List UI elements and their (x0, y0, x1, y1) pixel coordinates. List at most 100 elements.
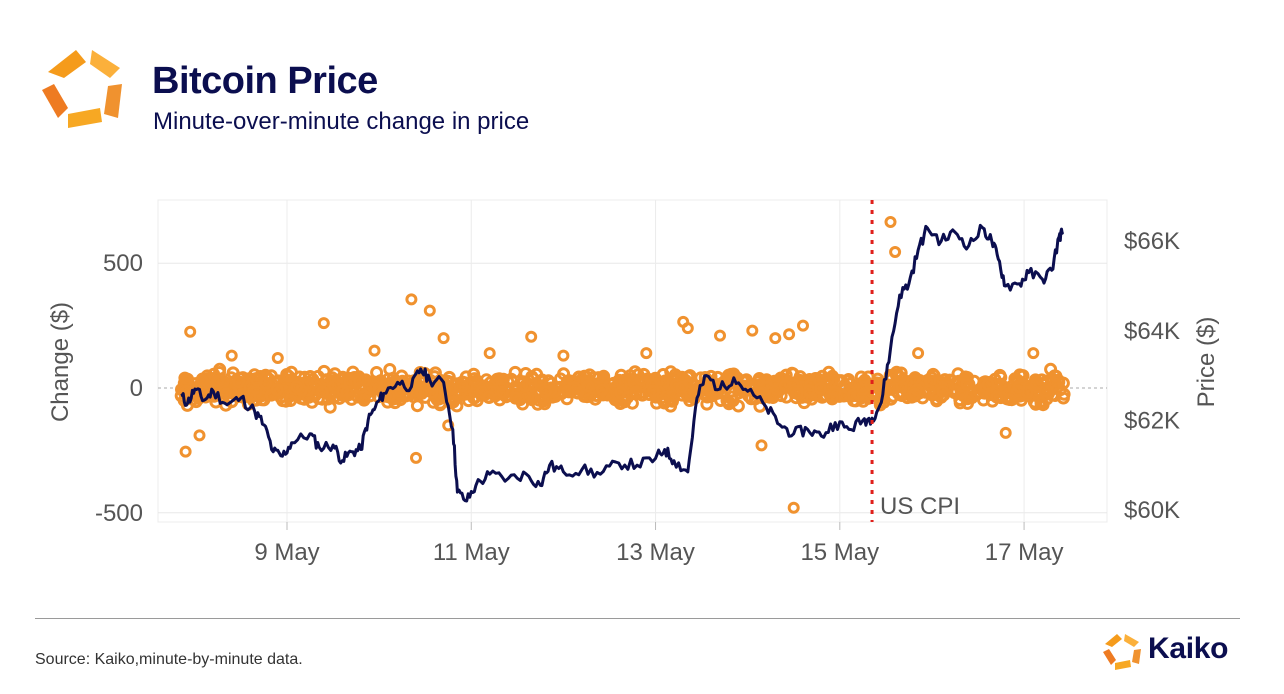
change-point (368, 344, 381, 357)
left-tick-label: -500 (95, 500, 143, 527)
change-point (184, 325, 197, 338)
change-point (442, 370, 456, 384)
change-point (981, 377, 995, 391)
change-point (557, 349, 570, 362)
change-point (746, 324, 759, 337)
change-point (219, 387, 233, 401)
change-point (290, 380, 304, 394)
change-point (496, 385, 510, 399)
change-point (343, 376, 357, 389)
change-point (405, 293, 418, 306)
cpi-annotation: US CPI (870, 200, 960, 522)
change-point (658, 396, 671, 410)
chart-title: Bitcoin Price (152, 60, 378, 102)
change-point (1056, 376, 1070, 390)
change-point (1038, 384, 1052, 398)
change-point (700, 397, 714, 411)
change-point (960, 378, 974, 391)
x-tick-label: 17 May (985, 539, 1064, 566)
y-axis-right-label: Price ($) (1193, 317, 1220, 408)
change-point (410, 451, 422, 464)
change-point (194, 378, 208, 392)
brand-name: Kaiko (1148, 632, 1229, 665)
price-line-series (180, 223, 1065, 503)
change-point (675, 380, 689, 394)
change-point (645, 378, 659, 392)
change-point (317, 317, 330, 330)
change-point (790, 387, 804, 400)
change-point (455, 379, 469, 393)
change-point (233, 381, 247, 395)
change-point (571, 386, 585, 400)
change-point (628, 365, 642, 379)
left-tick-label: 0 (130, 375, 143, 402)
change-point (752, 373, 766, 387)
change-point (1029, 397, 1043, 411)
change-point (554, 372, 567, 386)
change-point (536, 391, 550, 405)
change-point (908, 387, 922, 401)
change-point (560, 392, 574, 406)
change-point (232, 375, 246, 389)
change-point (539, 385, 553, 399)
right-axis-ticks: $66K $64K $62K $60K (1124, 228, 1180, 524)
change-point (1056, 391, 1070, 405)
change-point (595, 383, 609, 397)
change-point (525, 379, 539, 393)
change-point (525, 330, 538, 343)
change-point (828, 385, 842, 399)
right-tick-label: $66K (1124, 228, 1180, 255)
x-tick-label: 11 May (433, 539, 510, 566)
chart-area: US CPI 500 0 -500 $66K $64K $62K $60K 9 May 11… (47, 199, 1220, 566)
change-point (495, 378, 509, 392)
x-axis-ticks: 9 May 11 May 13 May 15 May 17 May (254, 522, 1063, 566)
change-point (629, 385, 643, 399)
change-point (315, 385, 329, 399)
change-point (345, 392, 359, 406)
change-point (181, 372, 195, 386)
change-point (953, 393, 967, 407)
source-note: Source: Kaiko,minute-by-minute data. (35, 651, 303, 668)
change-point (225, 349, 238, 362)
change-point (538, 397, 552, 411)
change-point (428, 366, 442, 380)
change-point (282, 369, 296, 383)
change-point (846, 388, 860, 402)
cpi-label: US CPI (880, 493, 960, 520)
change-point (990, 384, 1003, 398)
change-point (415, 386, 429, 400)
change-point (922, 384, 936, 398)
change-point (596, 388, 610, 402)
chart-subtitle: Minute-over-minute change in price (153, 108, 530, 135)
change-point (211, 374, 225, 388)
change-point (195, 373, 209, 387)
kaiko-logo-icon (42, 50, 122, 128)
change-point (908, 371, 922, 385)
change-point (319, 373, 333, 387)
change-point (681, 378, 695, 392)
x-tick-label: 15 May (800, 539, 879, 566)
change-point (825, 392, 839, 406)
change-point (731, 399, 745, 413)
change-point (936, 385, 950, 398)
change-point (634, 373, 648, 387)
change-point (259, 376, 273, 390)
right-tick-label: $62K (1124, 407, 1180, 434)
change-point (482, 390, 496, 404)
change-point (652, 385, 666, 398)
plot-frame (157, 199, 1108, 523)
left-axis-ticks: 500 0 -500 (95, 250, 143, 527)
footer-divider (35, 618, 1240, 619)
change-point (889, 246, 902, 258)
x-tick-label: 13 May (616, 539, 695, 566)
change-point (1029, 377, 1043, 391)
change-point (383, 363, 397, 376)
change-point (509, 391, 523, 405)
change-point (681, 322, 694, 335)
change-point (301, 376, 315, 390)
change-point (410, 399, 424, 413)
change-point (767, 388, 781, 402)
change-point (442, 419, 455, 432)
change-point (284, 394, 298, 407)
change-point (821, 372, 835, 386)
